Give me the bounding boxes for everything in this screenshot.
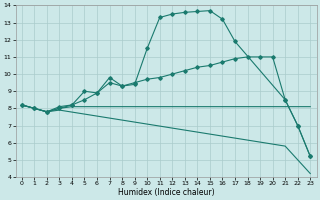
X-axis label: Humidex (Indice chaleur): Humidex (Indice chaleur) bbox=[118, 188, 214, 197]
